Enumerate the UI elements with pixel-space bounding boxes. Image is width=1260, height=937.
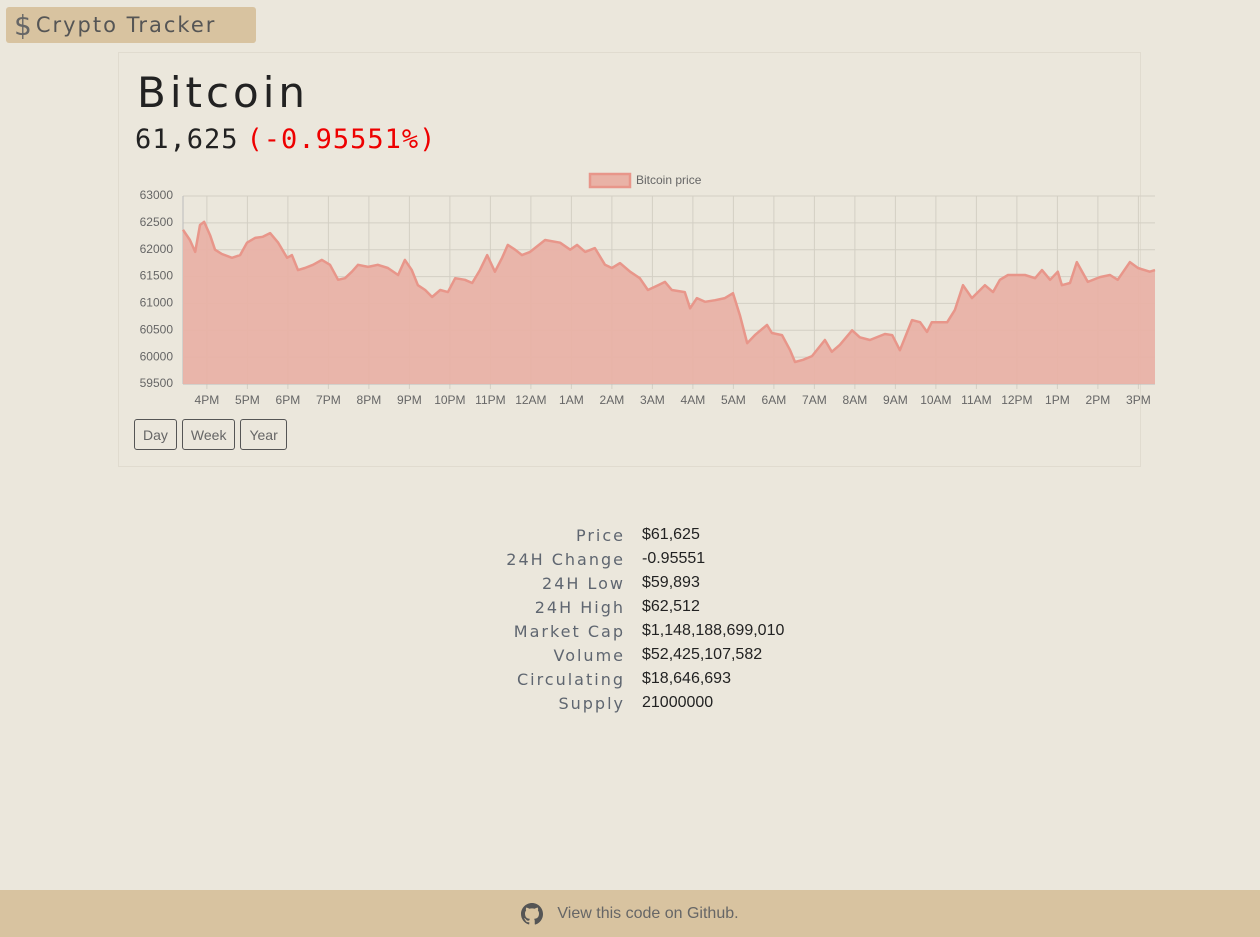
x-tick-label: 2PM	[1086, 393, 1111, 407]
stat-row: Supply 21000000	[0, 691, 1260, 715]
price-area	[183, 221, 1155, 384]
stat-label: Volume	[553, 645, 625, 665]
x-tick-label: 9PM	[397, 393, 422, 407]
price-line	[181, 220, 1156, 364]
y-tick-label: 62500	[140, 215, 174, 229]
stat-row: 24H High $62,512	[0, 595, 1260, 619]
x-tick-label: 3AM	[640, 393, 665, 407]
stat-label: Circulating	[516, 669, 625, 689]
x-tick-label: 4PM	[195, 393, 220, 407]
range-button[interactable]: Week	[181, 419, 236, 450]
stat-value: $18,646,693	[642, 670, 731, 687]
x-tick-label: 3PM	[1126, 393, 1151, 407]
x-tick-label: 12PM	[1001, 393, 1032, 407]
stat-row: Market Cap $1,148,188,699,010	[0, 619, 1260, 643]
github-icon	[521, 902, 544, 925]
y-tick-label: 60500	[140, 322, 174, 336]
stat-value: -0.95551	[642, 550, 706, 567]
x-tick-label: 5PM	[235, 393, 260, 407]
stat-row: 24H Low $59,893	[0, 571, 1260, 595]
range-button[interactable]: Day	[134, 419, 177, 450]
x-tick-label: 7PM	[316, 393, 341, 407]
x-tick-label: 11PM	[475, 393, 505, 407]
x-tick-label: 8AM	[843, 393, 868, 407]
app-header[interactable]: $ Crypto Tracker	[6, 7, 256, 43]
stat-value: $59,893	[642, 574, 700, 591]
stat-value: $52,425,107,582	[642, 646, 763, 663]
x-tick-label: 8PM	[357, 393, 382, 407]
app-title: Crypto Tracker	[35, 13, 217, 37]
y-tick-label: 61500	[140, 269, 174, 283]
stat-value: $61,625	[642, 526, 700, 543]
stat-row: 24H Change -0.95551	[0, 547, 1260, 571]
chart: 59500 60000 60500 61000 61500 62000 62500 63000…	[140, 172, 1156, 407]
coin-change: (-0.95551%)	[246, 124, 437, 155]
legend-label: Bitcoin price	[636, 173, 702, 187]
y-tick-label: 60000	[140, 349, 174, 363]
stat-label: 24H Low	[542, 573, 625, 593]
stat-value: $62,512	[642, 598, 700, 615]
x-tick-label: 9AM	[883, 393, 908, 407]
range-buttons: Day Week Year	[134, 419, 287, 450]
stat-label: Market Cap	[513, 621, 625, 641]
stat-label: Price	[575, 525, 625, 545]
stat-row: Price $61,625	[0, 523, 1260, 547]
x-tick-label: 11AM	[961, 393, 991, 407]
stat-label: Supply	[558, 693, 625, 713]
x-tick-label: 4AM	[681, 393, 706, 407]
y-tick-label: 59500	[140, 376, 174, 390]
x-tick-label: 6AM	[762, 393, 787, 407]
stat-value: $1,148,188,699,010	[642, 622, 785, 639]
stat-row: Volume $52,425,107,582	[0, 643, 1260, 667]
footer-text: View this code on Github.	[557, 904, 739, 922]
range-button[interactable]: Year	[240, 419, 287, 450]
x-tick-label: 10PM	[434, 393, 465, 407]
x-tick-label: 6PM	[276, 393, 301, 407]
stat-label: 24H High	[534, 597, 625, 617]
legend-swatch	[588, 172, 632, 189]
x-tick-label: 10AM	[920, 393, 951, 407]
coin-price-line: 61,625 (-0.95551%)	[135, 124, 436, 155]
x-tick-label: 5AM	[721, 393, 746, 407]
y-tick-label: 61000	[140, 296, 174, 310]
y-tick-label: 62000	[140, 242, 174, 256]
x-tick-label: 2AM	[600, 393, 625, 407]
stat-label: 24H Change	[506, 549, 625, 569]
stats-table: Price $61,625 24H Change -0.95551 24H Low $59…	[0, 523, 1260, 715]
x-tick-label: 1AM	[559, 393, 584, 407]
y-tick-label: 63000	[140, 188, 174, 202]
coin-name: Bitcoin	[137, 68, 310, 117]
chart-card	[118, 52, 1141, 467]
footer[interactable]: View this code on Github.	[0, 890, 1260, 937]
stat-row: Circulating $18,646,693	[0, 667, 1260, 691]
stat-value: 21000000	[642, 694, 714, 711]
x-tick-label: 7AM	[802, 393, 827, 407]
dollar-icon: $	[14, 8, 34, 42]
coin-price: 61,625	[135, 124, 239, 155]
x-tick-label: 12AM	[515, 393, 546, 407]
x-tick-label: 1PM	[1045, 393, 1070, 407]
